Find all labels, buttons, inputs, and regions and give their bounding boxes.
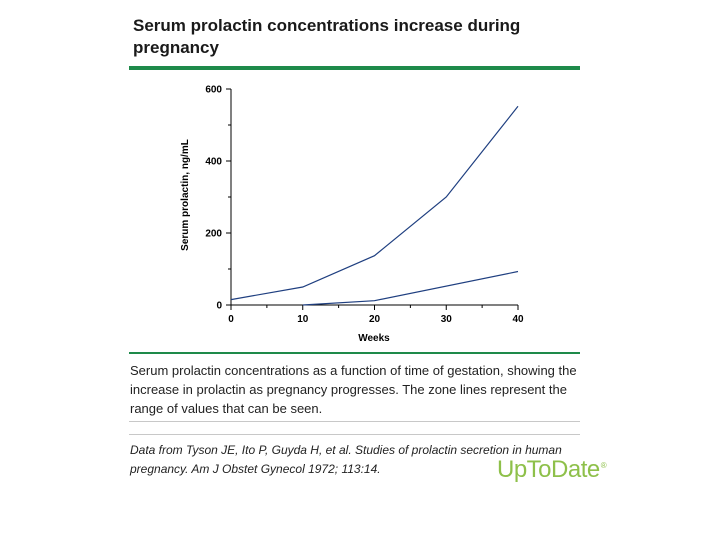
x-tick-label: 30 bbox=[441, 314, 453, 325]
series-lines bbox=[230, 105, 519, 306]
x-axis: 0 10 20 30 40 bbox=[228, 304, 524, 325]
y-axis: 0 200 400 600 bbox=[205, 85, 232, 312]
y-tick-label: 200 bbox=[205, 229, 222, 240]
registered-mark: ® bbox=[600, 461, 607, 470]
y-tick-label: 0 bbox=[216, 301, 222, 312]
title-divider bbox=[129, 66, 580, 70]
x-tick-label: 40 bbox=[512, 314, 524, 325]
x-tick-label: 20 bbox=[369, 314, 381, 325]
upper-zone-line bbox=[230, 105, 519, 301]
x-tick-label: 0 bbox=[228, 314, 234, 325]
figure-caption: Serum prolactin concentrations as a func… bbox=[130, 363, 577, 416]
figure-citation: Data from Tyson JE, Ito P, Guyda H, et a… bbox=[130, 443, 562, 476]
uptodate-logo: UpToDate® bbox=[497, 456, 607, 484]
y-axis-label: Serum prolactin, ng/mL bbox=[180, 139, 191, 251]
caption-separator-top bbox=[129, 421, 580, 422]
figure-title: Serum prolactin concentrations increase … bbox=[133, 16, 521, 57]
prolactin-chart: 0 200 400 600 0 10 20 30 40 Serum prolactin, ng… bbox=[180, 85, 524, 345]
x-axis-label: Weeks bbox=[358, 333, 390, 344]
x-tick-label: 10 bbox=[297, 314, 309, 325]
y-tick-label: 400 bbox=[205, 157, 222, 168]
chart-divider bbox=[129, 352, 580, 354]
brand-name: UpToDate bbox=[497, 456, 600, 483]
caption-separator-bottom bbox=[129, 434, 580, 435]
lower-zone-line bbox=[302, 270, 519, 306]
y-tick-label: 600 bbox=[205, 85, 222, 96]
